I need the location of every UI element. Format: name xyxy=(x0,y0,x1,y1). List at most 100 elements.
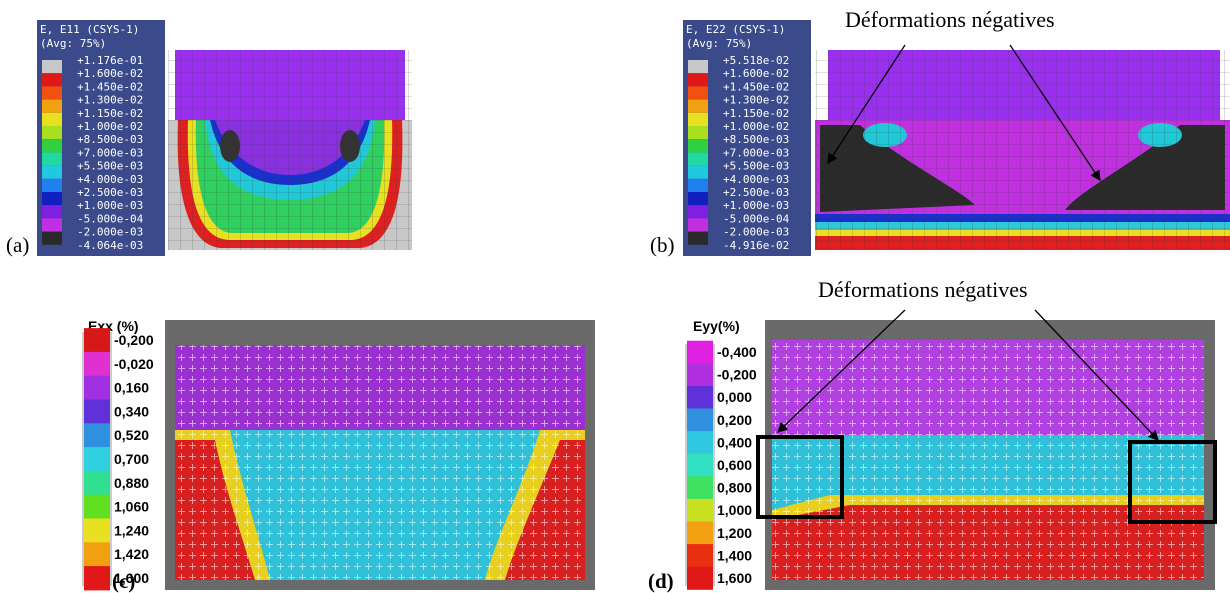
legend-label: +1.000e-02 xyxy=(723,120,789,133)
legend-swatch xyxy=(688,126,708,140)
legend-label: 1,060 xyxy=(114,499,149,515)
legend-swatch xyxy=(688,60,708,74)
legend-swatch xyxy=(687,340,713,364)
legend-swatch xyxy=(687,476,713,500)
legend-swatch xyxy=(687,408,713,432)
legend-title: (Avg: 75%) xyxy=(686,37,752,50)
arrow xyxy=(777,309,906,433)
legend-swatch xyxy=(42,139,62,153)
legend-swatch xyxy=(687,544,713,568)
legend-label: +1.000e-02 xyxy=(77,120,143,133)
legend-label: -5.000e-04 xyxy=(77,212,144,225)
legend-label: +1.176e-01 xyxy=(77,54,143,67)
legend-label: -4.064e-03 xyxy=(77,239,143,252)
legend-swatch xyxy=(42,231,62,245)
legend-swatch xyxy=(687,521,713,545)
legend-label: +1.450e-02 xyxy=(77,80,143,93)
legend-swatch xyxy=(687,363,713,387)
panel-a xyxy=(37,20,412,256)
annotation: Déformations négatives xyxy=(845,7,1055,32)
legend-swatch xyxy=(42,218,62,232)
legend-label: +1.300e-02 xyxy=(723,94,789,107)
legend-swatch xyxy=(84,470,110,496)
legend-swatch xyxy=(688,178,708,192)
legend-swatch xyxy=(42,73,62,87)
arrow xyxy=(1034,309,1159,441)
panel-label: (b) xyxy=(650,233,675,257)
legend-swatch xyxy=(688,99,708,113)
legend-label: +1.000e-03 xyxy=(77,199,143,212)
legend-swatch xyxy=(84,375,110,400)
legend-swatch xyxy=(688,73,708,87)
highlight-box xyxy=(756,435,844,519)
legend-label: 0,000 xyxy=(717,389,752,405)
legend-label: +1.150e-02 xyxy=(77,107,143,120)
legend-swatch xyxy=(688,112,708,126)
legend-label: -2.000e-03 xyxy=(723,226,789,239)
legend-swatch xyxy=(687,431,713,455)
legend-label: 0,400 xyxy=(717,434,752,450)
legend-swatch xyxy=(687,453,713,477)
legend-swatch xyxy=(688,165,708,179)
legend-label: -0,400 xyxy=(717,344,757,360)
legend-label: 0,800 xyxy=(717,480,752,496)
legend-swatch xyxy=(42,86,62,100)
legend-title: Eyy(%) xyxy=(693,318,740,334)
legend-label: +5.500e-03 xyxy=(77,160,143,173)
legend-label: 1,000 xyxy=(717,502,752,518)
legend-label: 0,520 xyxy=(114,427,149,443)
legend-label: +1.150e-02 xyxy=(723,107,789,120)
legend-label: 0,340 xyxy=(114,403,149,419)
legend-label: +7.000e-03 xyxy=(723,146,789,159)
legend-label: 0,880 xyxy=(114,475,149,491)
legend-label: +5.500e-03 xyxy=(723,160,789,173)
legend-label: +8.500e-03 xyxy=(723,133,789,146)
mesh xyxy=(168,50,412,250)
legend-label: 1,600 xyxy=(114,570,149,586)
legend-label: -2.000e-03 xyxy=(77,226,143,239)
legend-swatch xyxy=(42,192,62,206)
legend-label: +4.000e-03 xyxy=(723,173,789,186)
legend-label: +8.500e-03 xyxy=(77,133,143,146)
legend-swatch xyxy=(688,218,708,232)
panel-d xyxy=(756,309,1217,590)
legend-swatch xyxy=(42,112,62,126)
legend-swatch xyxy=(84,399,110,424)
legend-swatch xyxy=(42,152,62,166)
annotation: Déformations négatives xyxy=(818,277,1028,302)
legend-swatch xyxy=(687,498,713,522)
legend-swatch xyxy=(84,351,110,377)
legend-label: -4.916e-02 xyxy=(723,239,789,252)
legend-label: 1,600 xyxy=(717,570,752,586)
panel-b xyxy=(683,20,1230,256)
legend-label: 1,420 xyxy=(114,546,149,562)
legend-label: +1.450e-02 xyxy=(723,80,789,93)
legend-swatch xyxy=(688,152,708,166)
legend-swatch xyxy=(687,566,713,590)
legend-title: (Avg: 75%) xyxy=(40,37,106,50)
grid-dots xyxy=(175,345,585,580)
legend-title: E, E11 (CSYS-1) xyxy=(40,23,139,36)
legend-label: +2.500e-03 xyxy=(77,186,143,199)
legend-label: 0,700 xyxy=(114,451,149,467)
legend-label: +1.600e-02 xyxy=(77,67,143,80)
panel-label: (d) xyxy=(648,569,674,593)
legend-label: +2.500e-03 xyxy=(723,186,789,199)
legend-label: -0,020 xyxy=(114,356,154,372)
legend-swatch xyxy=(42,126,62,140)
legend-swatch xyxy=(84,494,110,519)
legend-swatch xyxy=(687,385,713,409)
legend-swatch xyxy=(688,139,708,153)
legend-label: -0,200 xyxy=(114,332,154,348)
legend-swatch xyxy=(84,423,110,448)
legend-label: +7.000e-03 xyxy=(77,146,143,159)
arrow xyxy=(1009,44,1101,182)
legend-swatch xyxy=(42,99,62,113)
legend-label: +1.300e-02 xyxy=(77,94,143,107)
legend-label: +5.518e-02 xyxy=(723,54,789,67)
legend-title: E, E22 (CSYS-1) xyxy=(686,23,785,36)
legend-label: -0,200 xyxy=(717,367,757,383)
legend-swatch xyxy=(688,86,708,100)
legend-swatch xyxy=(688,205,708,219)
